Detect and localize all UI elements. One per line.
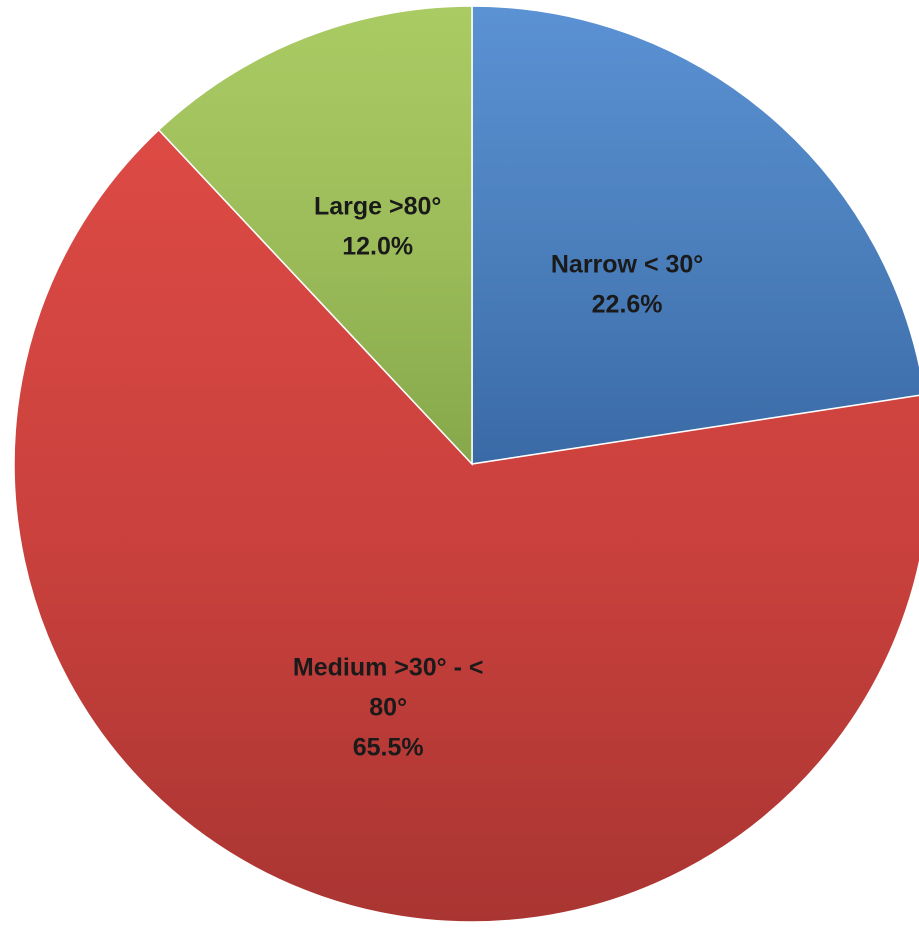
pie-slices (13, 5, 919, 923)
pie-labels: Narrow < 30° 22.6% Medium >30° - < 80° 65.5%… (293, 193, 703, 762)
pie-slice (13, 128, 919, 923)
slice-label: Narrow < 30° 22.6% (551, 250, 703, 318)
slice-name-label: Narrow < 30° (551, 250, 703, 278)
slice-value-label: 65.5% (353, 733, 424, 761)
slice-label: Medium >30° - < 80° 65.5% (293, 653, 484, 761)
slice-name-label: Large >80° (314, 193, 441, 221)
pie-slice (157, 5, 473, 466)
pie-slice (471, 5, 919, 465)
slice-value-label: 22.6% (592, 290, 663, 318)
slice-name-label: Medium >30° - < (293, 653, 484, 681)
slice-label: Large >80° 12.0% (314, 193, 441, 261)
slice-name-label: 80° (369, 693, 407, 721)
slice-value-label: 12.0% (342, 233, 413, 261)
